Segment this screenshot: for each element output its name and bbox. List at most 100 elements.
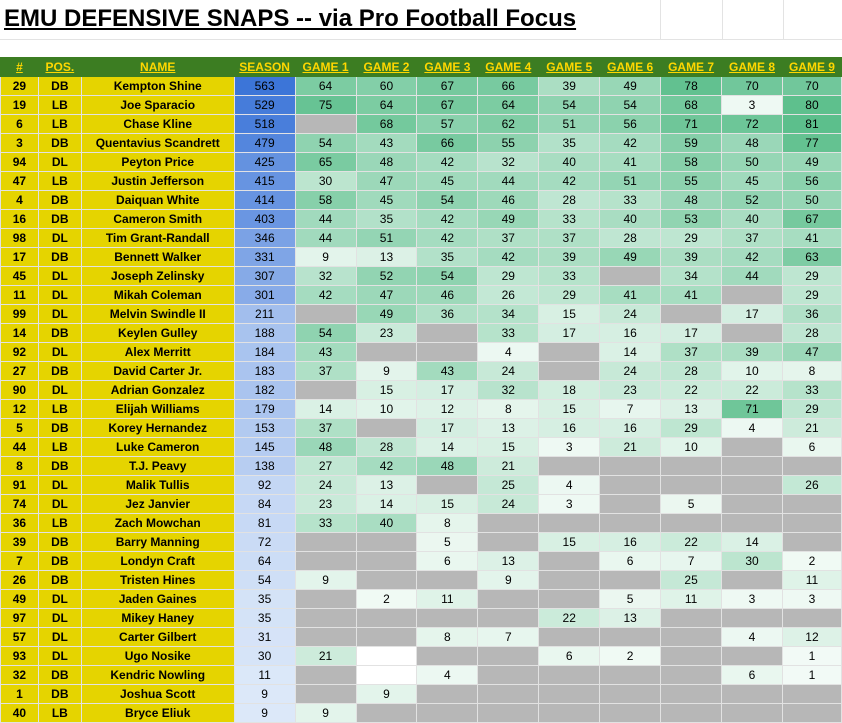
player-position: LB <box>37 114 82 134</box>
player-position: LB <box>37 95 82 115</box>
game-snaps: 12 <box>416 399 479 419</box>
game-snaps: 14 <box>416 437 479 457</box>
game-snaps: 27 <box>294 456 357 476</box>
game-snaps: 54 <box>416 190 479 210</box>
game-snaps: 4 <box>721 418 783 438</box>
game-snaps: 67 <box>416 95 479 115</box>
did-not-play-cell <box>660 513 723 533</box>
did-not-play-cell <box>294 608 357 628</box>
game-snaps: 26 <box>781 475 842 495</box>
player-position: DB <box>37 133 82 153</box>
did-not-play-cell <box>781 703 842 723</box>
player-name: Tristen Hines <box>80 570 235 590</box>
player-number: 47 <box>0 171 39 191</box>
game-snaps: 9 <box>294 703 357 723</box>
did-not-play-cell <box>660 627 723 647</box>
game-snaps: 15 <box>477 437 540 457</box>
game-snaps: 77 <box>781 133 842 153</box>
game-snaps: 6 <box>599 551 662 571</box>
player-number: 74 <box>0 494 39 514</box>
game-snaps: 22 <box>538 608 601 628</box>
game-snaps: 44 <box>294 209 357 229</box>
season-total: 35 <box>233 608 296 628</box>
player-position: LB <box>37 171 82 191</box>
game-snaps: 40 <box>538 152 601 172</box>
player-name: Keylen Gulley <box>80 323 235 343</box>
game-snaps: 24 <box>599 304 662 324</box>
did-not-play-cell <box>599 513 662 533</box>
game-snaps: 48 <box>660 190 723 210</box>
player-position: LB <box>37 703 82 723</box>
game-snaps: 71 <box>660 114 723 134</box>
player-position: LB <box>37 437 82 457</box>
game-snaps: 49 <box>781 152 842 172</box>
did-not-play-cell <box>721 570 783 590</box>
season-total: 182 <box>233 380 296 400</box>
game-snaps: 37 <box>721 228 783 248</box>
table-row: 40 LB Bryce Eliuk 9 9 <box>0 703 842 723</box>
player-name: Mikey Haney <box>80 608 235 628</box>
game-snaps: 67 <box>781 209 842 229</box>
player-number: 92 <box>0 342 39 362</box>
game-snaps: 42 <box>538 171 601 191</box>
season-total: 529 <box>233 95 296 115</box>
game-snaps: 21 <box>294 646 357 666</box>
game-snaps: 17 <box>660 323 723 343</box>
table-row: 99 DL Melvin Swindle II 211 49 36 34 15 24 17 36 <box>0 304 842 324</box>
game-snaps: 13 <box>477 418 540 438</box>
game-snaps: 2 <box>599 646 662 666</box>
table-row: 32 DB Kendric Nowling 11 4 6 1 <box>0 665 842 685</box>
player-position: DL <box>37 627 82 647</box>
did-not-play-cell <box>355 570 418 590</box>
player-name: Melvin Swindle II <box>80 304 235 324</box>
did-not-play-cell <box>721 494 783 514</box>
did-not-play-cell <box>781 532 842 552</box>
game-snaps: 68 <box>660 95 723 115</box>
player-name: David Carter Jr. <box>80 361 235 381</box>
player-name: Quentavius Scandrett <box>80 133 235 153</box>
game-snaps: 52 <box>721 190 783 210</box>
column-header: GAME 2 <box>355 57 418 77</box>
game-snaps: 22 <box>660 380 723 400</box>
did-not-play-cell <box>538 703 601 723</box>
player-number: 26 <box>0 570 39 590</box>
season-total: 92 <box>233 475 296 495</box>
game-snaps: 60 <box>355 76 418 96</box>
player-number: 97 <box>0 608 39 628</box>
game-snaps: 6 <box>781 437 842 457</box>
game-snaps: 62 <box>477 114 540 134</box>
column-header: # <box>0 57 39 77</box>
game-snaps: 54 <box>599 95 662 115</box>
game-snaps: 37 <box>294 361 357 381</box>
player-position: DB <box>37 532 82 552</box>
did-not-play-cell <box>660 703 723 723</box>
player-name: Elijah Williams <box>80 399 235 419</box>
game-snaps: 24 <box>477 361 540 381</box>
did-not-play-cell <box>294 684 357 704</box>
player-name: Cameron Smith <box>80 209 235 229</box>
game-snaps: 22 <box>721 380 783 400</box>
game-snaps: 8 <box>477 399 540 419</box>
game-snaps: 39 <box>538 76 601 96</box>
column-header: GAME 9 <box>781 57 842 77</box>
game-snaps: 51 <box>355 228 418 248</box>
game-snaps: 10 <box>355 399 418 419</box>
season-total: 211 <box>233 304 296 324</box>
game-snaps: 52 <box>355 266 418 286</box>
season-total: 301 <box>233 285 296 305</box>
table-row: 17 DB Bennett Walker 331 9 13 35 42 39 49 39 42 63 <box>0 247 842 267</box>
game-snaps: 72 <box>721 114 783 134</box>
player-position: DB <box>37 361 82 381</box>
player-name: Zach Mowchan <box>80 513 235 533</box>
player-position: DB <box>37 323 82 343</box>
did-not-play-cell <box>721 437 783 457</box>
player-number: 17 <box>0 247 39 267</box>
game-snaps: 33 <box>538 209 601 229</box>
did-not-play-cell <box>355 703 418 723</box>
season-total: 30 <box>233 646 296 666</box>
player-number: 93 <box>0 646 39 666</box>
did-not-play-cell <box>355 342 418 362</box>
did-not-play-cell <box>294 665 357 685</box>
table-row: 57 DL Carter Gilbert 31 8 7 4 12 <box>0 627 842 647</box>
